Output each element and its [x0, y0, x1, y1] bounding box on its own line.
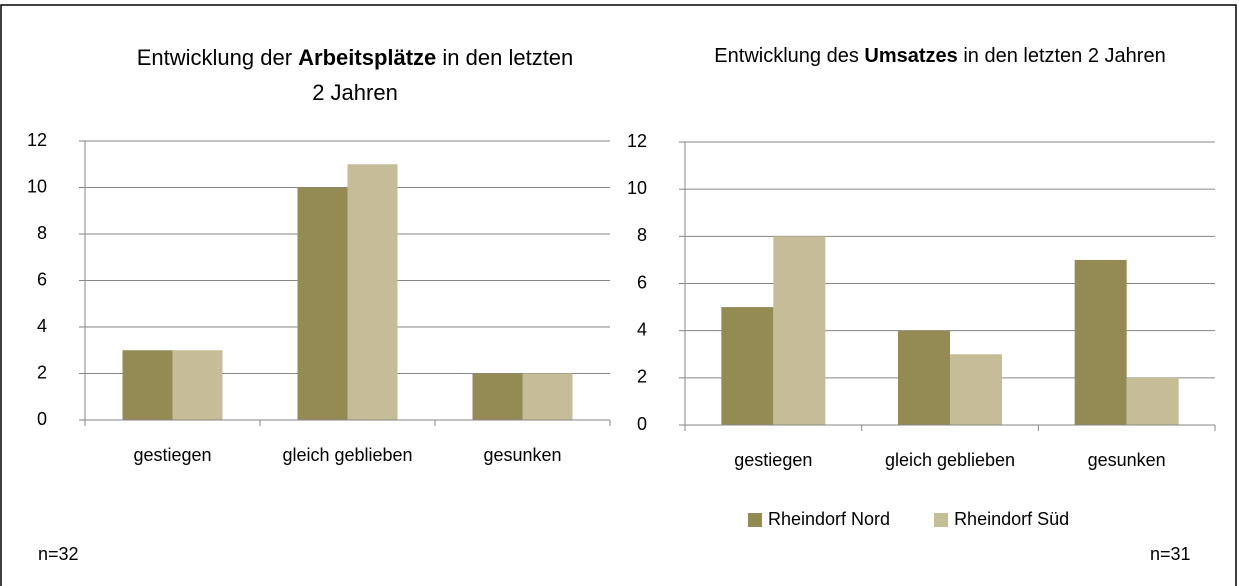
- note: n=31: [1150, 544, 1191, 564]
- x-tick-label: gestiegen: [734, 450, 812, 470]
- x-tick-label: gestiegen: [133, 445, 211, 465]
- title-part: Umsatzes: [864, 45, 958, 67]
- title-part: Arbeitsplätze: [298, 45, 437, 70]
- bar: [898, 330, 950, 425]
- legend-label: Rheindorf Süd: [954, 509, 1069, 529]
- chart-title: Entwicklung des Umsatzes in den letzten …: [700, 40, 1180, 72]
- title-part: Entwicklung des: [714, 45, 865, 67]
- y-tick-label: 10: [27, 176, 47, 196]
- y-tick-label: 0: [637, 414, 647, 434]
- y-tick-label: 6: [637, 272, 647, 292]
- y-tick-label: 12: [627, 131, 647, 151]
- chart-title: Entwicklung der Arbeitsplätze in den let…: [130, 40, 580, 110]
- y-tick-label: 0: [37, 409, 47, 429]
- frame: [0, 4, 1237, 586]
- y-tick-label: 4: [637, 319, 647, 339]
- x-tick-label: gesunken: [1088, 450, 1166, 470]
- title-part: Entwicklung der: [136, 45, 299, 70]
- x-tick-label: gleich geblieben: [282, 445, 412, 465]
- legend-label: Rheindorf Nord: [768, 509, 890, 529]
- y-tick-label: 10: [627, 178, 647, 198]
- bar: [172, 350, 223, 420]
- bar: [1126, 377, 1179, 425]
- x-tick-label: gleich geblieben: [885, 450, 1015, 470]
- y-tick-label: 8: [637, 225, 647, 245]
- bar: [773, 236, 826, 425]
- note: n=32: [38, 544, 79, 564]
- y-tick-label: 6: [37, 269, 47, 289]
- title-part: in den letzten 2 Jahren: [312, 45, 574, 106]
- bar: [950, 354, 1002, 425]
- legend-swatch: [934, 513, 949, 527]
- y-tick-label: 12: [27, 130, 47, 150]
- bar: [122, 350, 173, 420]
- bar: [522, 373, 573, 420]
- x-tick-label: gesunken: [483, 445, 561, 465]
- bar: [347, 164, 398, 420]
- y-tick-label: 8: [37, 223, 47, 243]
- legend-swatch: [748, 513, 762, 527]
- bar: [472, 373, 523, 420]
- bar: [1074, 259, 1127, 425]
- title-part: in den letzten 2 Jahren: [957, 45, 1166, 67]
- bar: [297, 187, 348, 420]
- y-tick-label: 2: [637, 367, 647, 387]
- y-tick-label: 4: [37, 316, 47, 336]
- y-tick-label: 2: [37, 362, 47, 382]
- bar: [721, 307, 774, 425]
